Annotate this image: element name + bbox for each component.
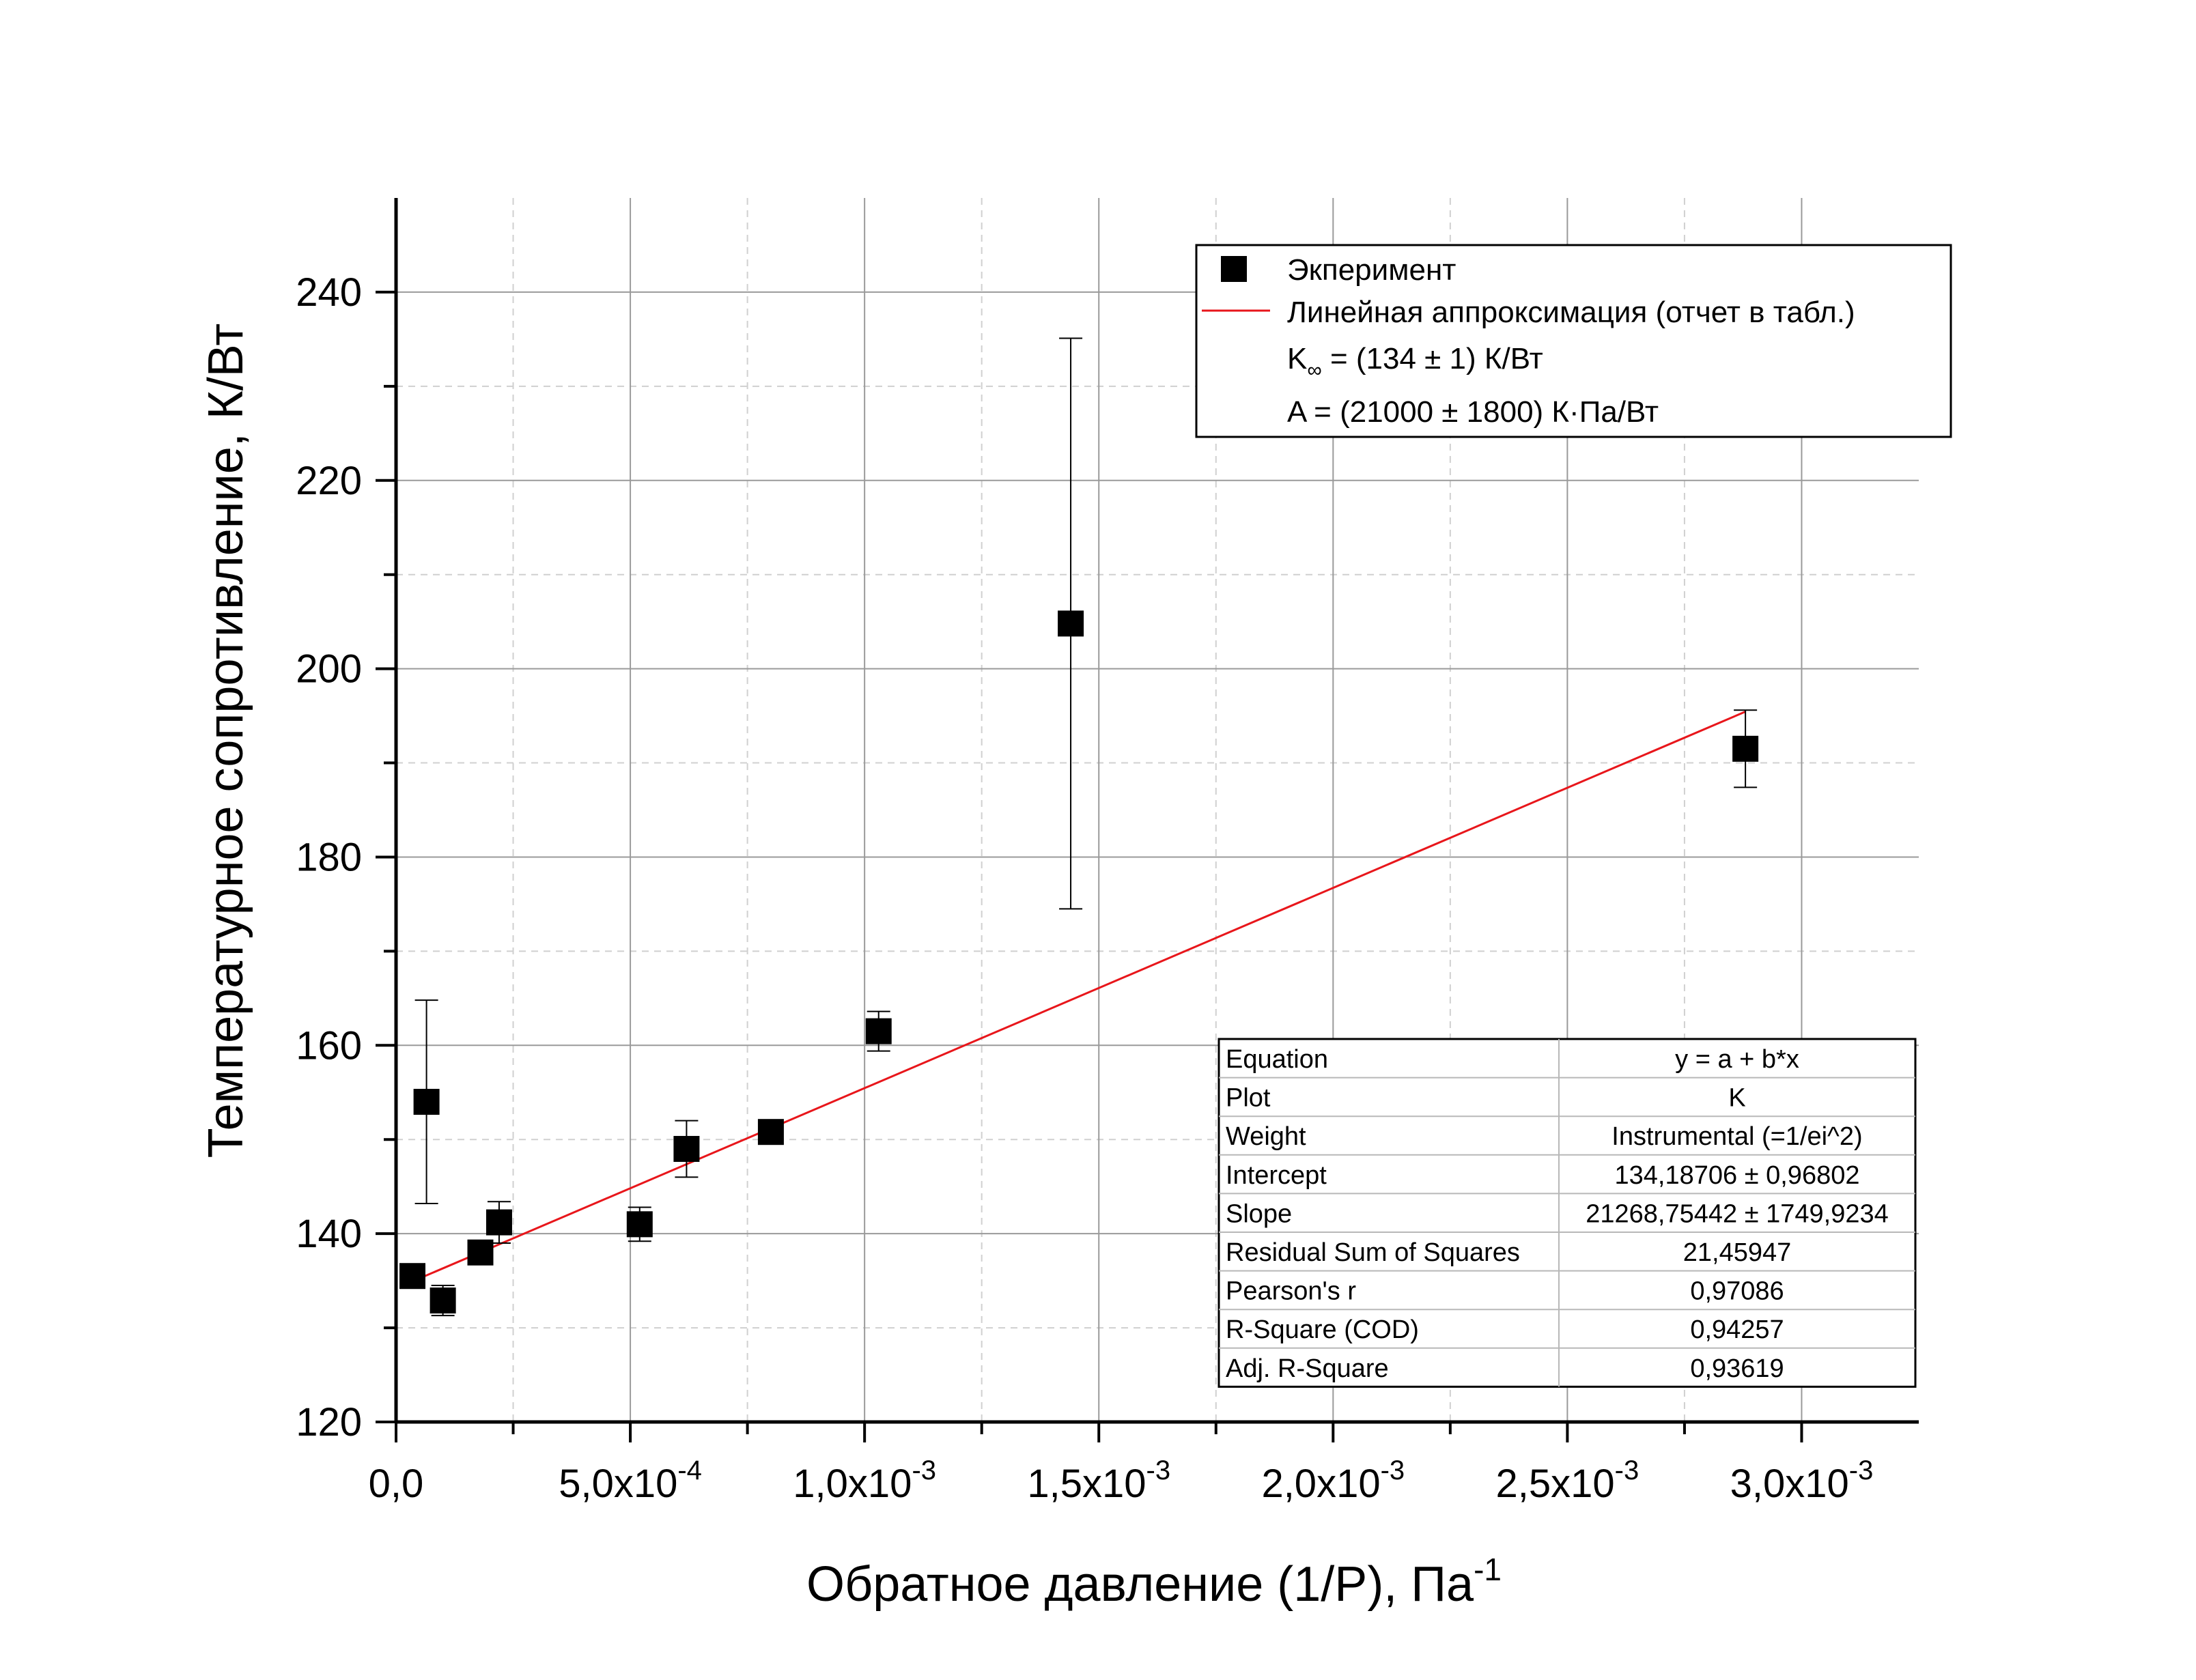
fit-table-value: y = a + b*x <box>1675 1045 1799 1074</box>
data-point <box>865 1018 892 1044</box>
fit-line <box>412 711 1746 1283</box>
data-point <box>673 1136 700 1163</box>
fit-line-segment <box>412 711 1746 1283</box>
y-tick-label: 200 <box>296 647 362 692</box>
legend: Экперимент Линейная аппроксимация (отчет… <box>1195 244 1952 438</box>
fit-table-value: 21,45947 <box>1683 1238 1792 1267</box>
y-tick-label: 180 <box>296 835 362 879</box>
x-tick-label: 2,5x10-3 <box>1496 1455 1639 1506</box>
fit-table-value: 134,18706 ± 0,96802 <box>1615 1161 1860 1190</box>
legend-entry-k-infinity: K∞ = (134 ± 1) К/Вт <box>1287 342 1543 382</box>
fit-table-frame <box>1217 1038 1917 1388</box>
y-tick-label: 160 <box>296 1023 362 1068</box>
legend-entry-experiment: Экперимент <box>1287 253 1456 287</box>
fit-table-param: Equation <box>1226 1045 1328 1074</box>
fit-table-value: K <box>1728 1084 1745 1113</box>
x-tick-label: 0,0 <box>369 1462 424 1506</box>
fit-table-param: Plot <box>1226 1084 1271 1113</box>
legend-frame <box>1195 244 1952 438</box>
axes <box>376 198 1919 1442</box>
fit-table-value: 0,94257 <box>1690 1315 1784 1344</box>
data-point <box>467 1239 494 1266</box>
data-points <box>399 337 1759 1317</box>
fit-table-value: 21268,75442 ± 1749,9234 <box>1586 1199 1889 1228</box>
fit-table-param: Adj. R-Square <box>1226 1354 1389 1383</box>
fit-table-param: R-Square (COD) <box>1226 1315 1419 1344</box>
fit-table-value: 0,93619 <box>1690 1354 1784 1383</box>
fit-table-param: Pearson's r <box>1226 1277 1356 1306</box>
x-tick-label: 2,0x10-3 <box>1261 1455 1405 1506</box>
data-point <box>485 1209 512 1236</box>
fit-table-param: Residual Sum of Squares <box>1226 1238 1520 1267</box>
data-point <box>413 1089 440 1115</box>
y-axis-title: Температурное сопротивление, К/Вт <box>199 324 253 1158</box>
data-point <box>399 1263 426 1290</box>
y-tick-label: 240 <box>296 270 362 315</box>
y-tick-label: 120 <box>296 1400 362 1444</box>
fit-table-param: Slope <box>1226 1199 1292 1228</box>
data-point <box>1732 735 1759 762</box>
x-tick-label: 1,0x10-3 <box>793 1455 936 1506</box>
fit-table: Equation y = a + b*x Plot K Weight Instrument… <box>1217 1038 1917 1388</box>
x-axis-title: Обратное давление (1/P), Па-1 <box>806 1552 1502 1612</box>
fit-table-value: Instrumental (=1/ei^2) <box>1611 1122 1862 1151</box>
x-tick-label: 1,5x10-3 <box>1027 1455 1170 1506</box>
x-tick-label: 3,0x10-3 <box>1730 1455 1874 1506</box>
legend-entry-fit: Линейная аппроксимация (отчет в табл.) <box>1287 296 1855 329</box>
fit-table-value: 0,97086 <box>1690 1277 1784 1306</box>
data-point <box>626 1211 653 1238</box>
legend-entry-a: A = (21000 ± 1800) К·Па/Вт <box>1287 395 1659 429</box>
tick-labels: 0,0 5,0x10-4 1,0x10-3 1,5x10-3 2,0x10-3 2,5x1… <box>296 270 1873 1506</box>
data-point <box>757 1119 784 1145</box>
x-tick-label: 5,0x10-4 <box>559 1455 702 1506</box>
data-point <box>430 1287 456 1314</box>
fit-table-param: Weight <box>1226 1122 1306 1151</box>
legend-square-marker <box>1221 256 1247 282</box>
y-tick-label: 140 <box>296 1212 362 1256</box>
data-point <box>1058 610 1084 637</box>
y-tick-label: 220 <box>296 459 362 503</box>
fit-table-param: Intercept <box>1226 1161 1327 1190</box>
